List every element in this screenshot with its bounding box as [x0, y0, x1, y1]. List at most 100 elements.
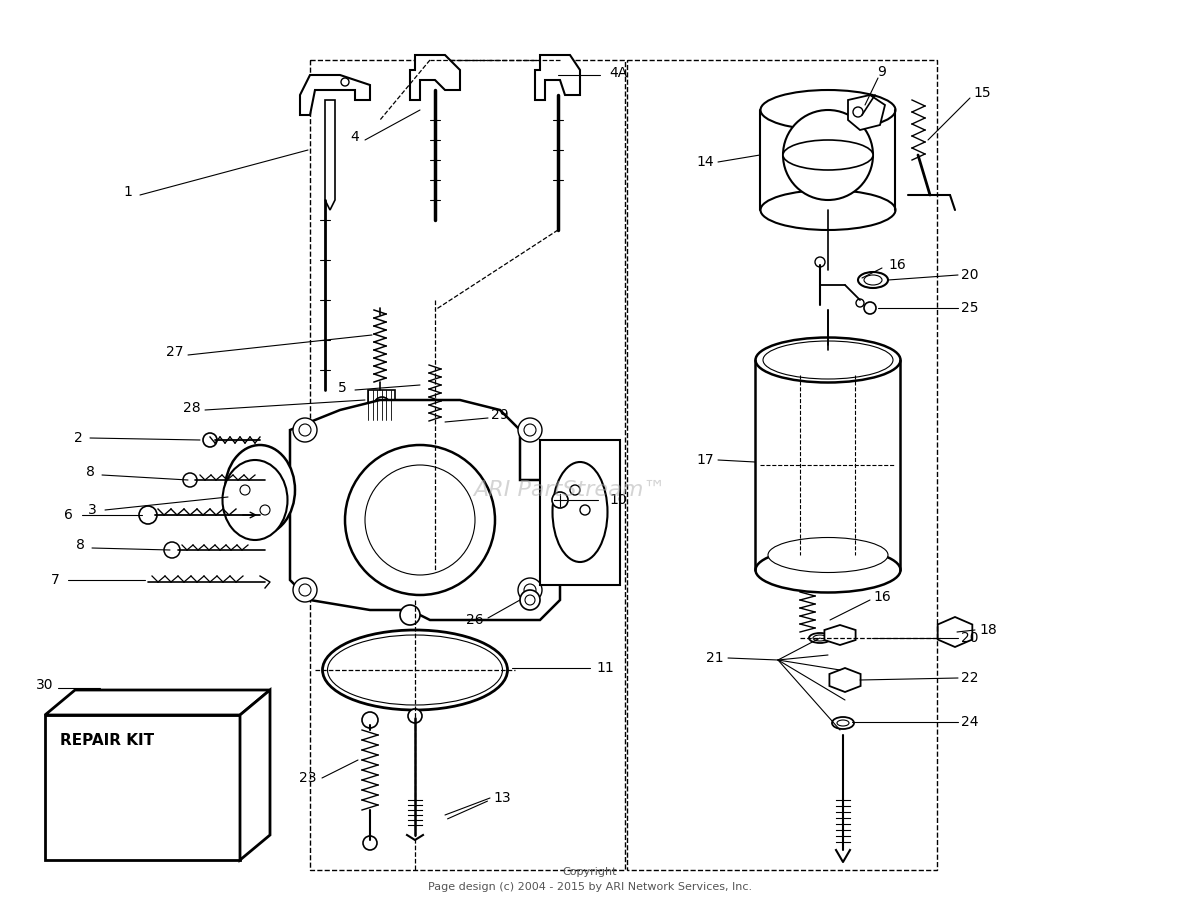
Text: 7: 7: [51, 573, 59, 587]
Text: 27: 27: [166, 345, 184, 359]
Polygon shape: [535, 55, 581, 100]
Circle shape: [240, 485, 250, 495]
Circle shape: [520, 590, 540, 610]
Ellipse shape: [763, 341, 893, 379]
Bar: [368, 390, 395, 420]
Circle shape: [164, 542, 181, 558]
Ellipse shape: [755, 548, 900, 593]
Polygon shape: [825, 625, 856, 645]
Ellipse shape: [858, 272, 889, 288]
Circle shape: [430, 420, 440, 430]
Text: 21: 21: [706, 651, 723, 665]
Ellipse shape: [832, 717, 854, 729]
Circle shape: [293, 418, 317, 442]
Circle shape: [408, 709, 422, 723]
Bar: [310, 60, 625, 870]
Text: 11: 11: [596, 661, 614, 675]
Circle shape: [853, 107, 863, 117]
Circle shape: [183, 473, 197, 487]
Text: 22: 22: [962, 671, 978, 685]
Text: 10: 10: [609, 493, 627, 507]
Text: 15: 15: [974, 86, 991, 100]
Text: Copyright: Copyright: [563, 867, 617, 877]
Circle shape: [400, 605, 420, 625]
Circle shape: [374, 397, 391, 413]
Polygon shape: [409, 55, 460, 100]
Text: 14: 14: [696, 155, 714, 169]
Circle shape: [524, 424, 536, 436]
Circle shape: [293, 578, 317, 602]
Ellipse shape: [813, 635, 827, 641]
Circle shape: [784, 110, 873, 200]
Text: 26: 26: [466, 613, 484, 627]
Circle shape: [254, 484, 266, 496]
Text: 13: 13: [493, 791, 511, 805]
Circle shape: [581, 505, 590, 515]
Ellipse shape: [760, 90, 896, 130]
Ellipse shape: [768, 538, 889, 573]
Polygon shape: [240, 690, 270, 860]
Text: 4: 4: [350, 130, 360, 144]
Polygon shape: [830, 668, 860, 692]
Text: 4A: 4A: [609, 66, 627, 80]
Circle shape: [570, 485, 581, 495]
Circle shape: [518, 418, 542, 442]
Circle shape: [365, 465, 476, 575]
Polygon shape: [848, 95, 885, 130]
Circle shape: [425, 415, 445, 435]
Ellipse shape: [837, 720, 848, 726]
Text: 30: 30: [37, 678, 54, 692]
Circle shape: [518, 578, 542, 602]
Polygon shape: [45, 690, 270, 715]
Circle shape: [552, 492, 568, 508]
Circle shape: [524, 584, 536, 596]
Ellipse shape: [223, 460, 288, 540]
Text: 9: 9: [878, 65, 886, 79]
Circle shape: [815, 257, 825, 267]
Text: 5: 5: [337, 381, 347, 395]
Bar: [45, 715, 240, 860]
Text: 3: 3: [87, 503, 97, 517]
Polygon shape: [290, 400, 560, 620]
Ellipse shape: [552, 462, 608, 562]
Circle shape: [299, 584, 312, 596]
Polygon shape: [938, 617, 972, 647]
Text: 16: 16: [873, 590, 891, 604]
Text: 1: 1: [124, 185, 132, 199]
Circle shape: [139, 506, 157, 524]
Polygon shape: [324, 100, 335, 210]
Text: 2: 2: [73, 431, 83, 445]
Circle shape: [864, 302, 876, 314]
Ellipse shape: [809, 633, 831, 643]
Ellipse shape: [225, 445, 295, 535]
Circle shape: [362, 712, 378, 728]
Circle shape: [856, 299, 864, 307]
Circle shape: [260, 505, 270, 515]
Circle shape: [203, 433, 217, 447]
Text: 20: 20: [962, 631, 978, 645]
Text: REPAIR KIT: REPAIR KIT: [60, 734, 155, 748]
Ellipse shape: [784, 140, 873, 170]
Ellipse shape: [760, 190, 896, 230]
Text: 16: 16: [889, 258, 906, 272]
Text: 28: 28: [183, 401, 201, 415]
Ellipse shape: [755, 338, 900, 382]
Text: 8: 8: [86, 465, 94, 479]
Text: 23: 23: [300, 771, 316, 785]
Circle shape: [254, 469, 266, 481]
Circle shape: [363, 836, 376, 850]
Text: 25: 25: [962, 301, 978, 315]
Text: Page design (c) 2004 - 2015 by ARI Network Services, Inc.: Page design (c) 2004 - 2015 by ARI Netwo…: [428, 882, 752, 892]
Circle shape: [254, 499, 266, 511]
Text: ARI PartStream™: ARI PartStream™: [473, 480, 667, 500]
Text: 6: 6: [64, 508, 72, 522]
Circle shape: [341, 78, 349, 86]
Text: 29: 29: [491, 408, 509, 422]
Text: 8: 8: [76, 538, 85, 552]
Text: 20: 20: [962, 268, 978, 282]
Polygon shape: [300, 75, 371, 115]
Text: 17: 17: [696, 453, 714, 467]
Circle shape: [299, 424, 312, 436]
Text: 18: 18: [979, 623, 997, 637]
Circle shape: [345, 445, 494, 595]
